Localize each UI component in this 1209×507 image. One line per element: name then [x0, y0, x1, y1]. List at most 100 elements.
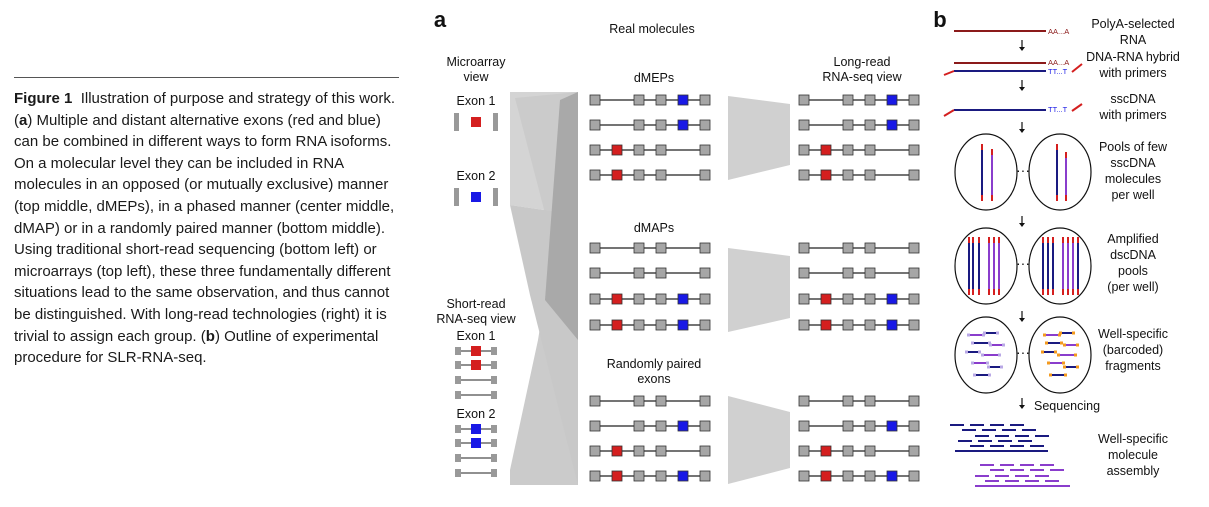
exon-box [842, 445, 854, 457]
exon-box [633, 470, 645, 482]
exon-box [842, 119, 854, 131]
longread-molecule-row [798, 420, 920, 432]
exon-box [655, 169, 667, 181]
exon-box [655, 445, 667, 457]
ellipsis-pools: ··· [1016, 162, 1030, 178]
barcode-left [983, 331, 986, 335]
exon-box [864, 395, 876, 407]
exon2-blue-box [886, 119, 898, 131]
exon-box [864, 470, 876, 482]
shortread-view-label-line-1: Short-read [446, 297, 505, 311]
group-title-line-1: Randomly paired [607, 357, 702, 371]
real-molecule-row [589, 420, 711, 432]
shortread-view: Exon 1 Exon 2 [455, 329, 497, 477]
sscdna-polyt-label: TT...T [1048, 105, 1068, 114]
exon-box [633, 420, 645, 432]
exon-box [633, 94, 645, 106]
barcoded-fragment [1041, 350, 1057, 354]
exon2-blue-box [677, 94, 689, 106]
exon-box [699, 242, 711, 254]
read-end-right [491, 469, 497, 477]
exon-box [699, 293, 711, 305]
exon-box [798, 144, 810, 156]
longread-molecule-row [798, 242, 920, 254]
array-wall-left [454, 188, 459, 206]
barcode-left [1063, 343, 1066, 347]
step-label-5-line-1: Amplified [1107, 232, 1158, 246]
exon-box [699, 420, 711, 432]
barcoded-fragment [965, 350, 981, 354]
read-end-right [491, 439, 497, 447]
exon2-blue-box [677, 470, 689, 482]
longread-molecule-row [798, 94, 920, 106]
exon1-red-box [820, 319, 832, 331]
hybrid-primer-left [943, 70, 955, 76]
exon-box [842, 470, 854, 482]
step-label-3-line-2: with primers [1098, 108, 1166, 122]
barcode-right [1058, 333, 1061, 337]
exon-box [908, 420, 920, 432]
exon1-red-box [820, 470, 832, 482]
real-molecules-label: Real molecules [609, 22, 694, 36]
projection-longread-dmaps [728, 248, 790, 332]
exon-box [842, 420, 854, 432]
step-label-7-line-1: Well-specific [1098, 432, 1168, 446]
projection-longread-dmeps [728, 96, 790, 180]
barcoded-fragment [971, 341, 991, 345]
exon-box [633, 319, 645, 331]
exon1-red-box [611, 445, 623, 457]
caption-text-3: ) Outline of experimental procedure for … [14, 327, 379, 367]
read-end-left [455, 439, 461, 447]
well-right-pools [1028, 133, 1092, 211]
step-label-5-line-3: pools [1118, 264, 1148, 278]
longread-view-label-line-1: Long-read [834, 55, 891, 69]
read-end-right [491, 425, 497, 433]
barcoded-fragment [989, 343, 1005, 347]
exon-box [633, 119, 645, 131]
read-end-right [491, 361, 497, 369]
barcoded-fragment [987, 365, 1003, 369]
exon-box [864, 293, 876, 305]
exon-box [864, 267, 876, 279]
exon-box [589, 242, 601, 254]
exon-box [655, 267, 667, 279]
exon-box [633, 445, 645, 457]
exon1-red-box [611, 470, 623, 482]
exon2-blue-box [677, 293, 689, 305]
exon-box [589, 169, 601, 181]
arrow-head [1019, 87, 1025, 91]
microarray-exon2-label: Exon 2 [457, 169, 496, 183]
barcode-left [965, 350, 968, 354]
exon-box [589, 395, 601, 407]
barcode-right [1072, 331, 1075, 335]
exon-box [798, 420, 810, 432]
barcode-right [1076, 365, 1079, 369]
exon-box [699, 169, 711, 181]
barcode-left [989, 343, 992, 347]
barcoded-fragment [1063, 343, 1079, 347]
arrow-6 [1019, 398, 1025, 409]
read-end-right [491, 391, 497, 399]
exon-box [798, 395, 810, 407]
exon-box [842, 319, 854, 331]
real-molecule-row [589, 293, 711, 305]
longread-molecule-row [798, 470, 920, 482]
molecule-assembly [950, 424, 1070, 487]
read-exon-box [471, 346, 481, 356]
exon-box [655, 420, 667, 432]
read-end-right [491, 347, 497, 355]
exon-box [633, 293, 645, 305]
real-molecule-row [589, 319, 711, 331]
short-read [455, 391, 497, 399]
arrow-head [1019, 405, 1025, 409]
exon-box [589, 119, 601, 131]
exon2-blue-box [677, 420, 689, 432]
step-label-4-line-1: Pools of few [1099, 140, 1168, 154]
exon1-red-box [611, 319, 623, 331]
array-wall-right [493, 188, 498, 206]
projection-longread-random [728, 396, 790, 484]
barcode-right [1064, 373, 1067, 377]
exon-box [699, 395, 711, 407]
exon-box [908, 144, 920, 156]
barcoded-fragment [971, 361, 989, 365]
